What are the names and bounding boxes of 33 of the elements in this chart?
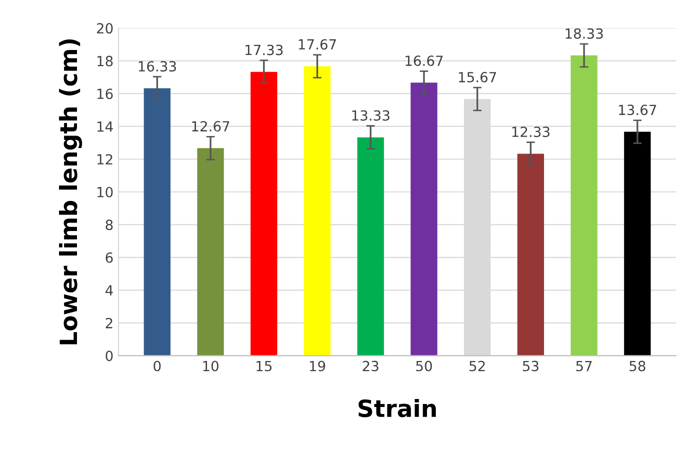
- x-tick-label: 15: [256, 360, 272, 372]
- x-tick-label: 23: [362, 360, 378, 372]
- data-label: 17.67: [298, 39, 336, 50]
- y-tick-label: 10: [97, 186, 113, 198]
- data-label: 12.33: [512, 126, 550, 138]
- x-tick-label: 57: [576, 360, 592, 372]
- y-axis-title: Lower limb length (cm): [59, 39, 82, 344]
- y-tick-label: 16: [97, 88, 113, 100]
- y-tick-label: 2: [106, 318, 112, 328]
- x-tick-label: 52: [470, 360, 485, 372]
- x-tick-label: 58: [630, 360, 646, 372]
- x-axis-title: Strain: [358, 398, 436, 418]
- x-tick-label: 19: [310, 360, 326, 372]
- x-tick-label: 53: [522, 360, 538, 372]
- y-tick-label: 0: [106, 350, 113, 362]
- x-tick-label: 10: [203, 360, 218, 372]
- data-label: 13.33: [352, 110, 390, 121]
- x-tick-label: 50: [416, 360, 432, 372]
- data-label: 13.67: [619, 104, 656, 116]
- y-tick-label: 6: [106, 252, 113, 263]
- y-tick-label: 14: [97, 122, 113, 132]
- data-label: 12.67: [192, 121, 230, 132]
- data-label: 15.67: [458, 72, 496, 82]
- y-tick-label: 20: [96, 23, 113, 34]
- data-label: 17.33: [246, 44, 283, 56]
- data-label: 16.33: [138, 61, 176, 72]
- y-tick-label: 8: [106, 220, 113, 230]
- x-tick-label: 0: [154, 360, 161, 372]
- data-label: 18.33: [566, 28, 603, 39]
- y-tick-label: 4: [105, 285, 113, 296]
- y-tick-label: 18: [97, 56, 113, 66]
- y-tick-label: 12: [97, 154, 112, 164]
- data-label: 16.67: [406, 56, 443, 66]
